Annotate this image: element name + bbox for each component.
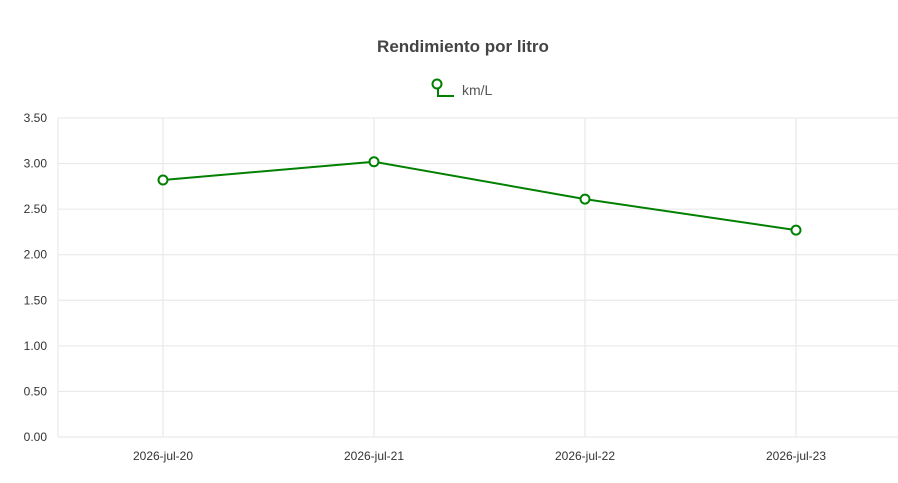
legend-series-marker-icon — [431, 78, 443, 90]
data-point[interactable] — [579, 193, 591, 205]
series-line — [162, 160, 797, 232]
x-tick-label: 2026-jul-20 — [133, 449, 193, 463]
y-axis: 0.00 0.50 1.00 1.50 2.00 2.50 3.00 3.50 — [24, 111, 48, 444]
x-tick-label: 2026-jul-22 — [555, 449, 615, 463]
data-point[interactable] — [790, 224, 802, 236]
x-tick-label: 2026-jul-21 — [344, 449, 404, 463]
y-tick-label: 3.50 — [24, 111, 48, 125]
x-tick-label: 2026-jul-23 — [766, 449, 826, 463]
y-tick-label: 0.00 — [24, 430, 48, 444]
legend-series-line-icon — [437, 88, 454, 97]
legend[interactable]: km/L — [431, 78, 493, 99]
legend-series-label: km/L — [462, 82, 493, 98]
y-tick-label: 3.00 — [24, 157, 48, 171]
y-tick-label: 0.50 — [24, 384, 48, 398]
data-point[interactable] — [368, 156, 380, 168]
y-tick-label: 1.00 — [24, 339, 48, 353]
y-tick-label: 2.50 — [24, 202, 48, 216]
grid — [57, 117, 898, 438]
data-point[interactable] — [157, 174, 169, 186]
y-tick-label: 1.50 — [24, 293, 48, 307]
y-tick-label: 2.00 — [24, 248, 48, 262]
x-axis: 2026-jul-20 2026-jul-21 2026-jul-22 2026-ju… — [133, 449, 826, 463]
series — [157, 156, 802, 236]
chart-title: Rendimiento por litro — [377, 37, 549, 56]
